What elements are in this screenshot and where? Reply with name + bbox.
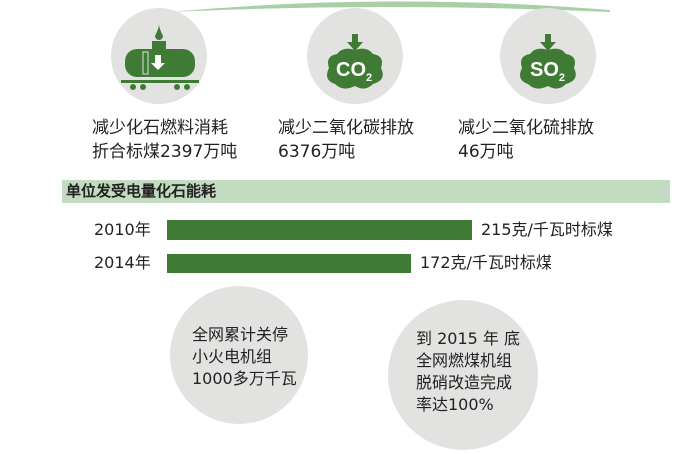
so2-cloud-icon [520,34,576,89]
bar-2010 [167,220,472,240]
fuel-circle [111,8,207,104]
so2-stat: 减少二氧化硫排放 46万吨 [458,118,594,162]
subscript: 2 [558,72,566,84]
so2-circle: SO2 [500,8,596,104]
top-arc-decoration [170,1,610,12]
value-label-2010: 215克/千瓦时标煤 [481,220,613,239]
category-label-2014: 2014年 [94,253,151,272]
so2-text: SO [530,59,559,81]
bar-2014 [167,254,411,273]
co2-circle: CO2 [307,8,403,104]
co2-cloud-icon [327,34,383,89]
bubble-shutdown: 全网累计关停 小火电机组 1000多万千瓦 [170,286,308,424]
bubble-text: 全网累计关停 小火电机组 1000多万千瓦 [192,325,297,388]
bubble-text: 到 2015 年 底全网燃煤机组 脱硝改造完成 率达100% [416,329,520,414]
chart-title: 单位发受电量化石能耗 [62,180,670,203]
subscript: 2 [366,72,373,84]
value-label-2014: 172克/千瓦时标煤 [420,253,552,272]
oil-tank-car-icon [121,24,199,90]
bubble-denitrification: 到 2015 年 底全网燃煤机组 脱硝改造完成 率达100% [388,300,538,450]
co2-text: CO [336,59,366,81]
fuel-stat: 减少化石燃料消耗 折合标煤2397万吨 [92,118,238,162]
category-label-2010: 2010年 [94,220,151,239]
co2-stat: 减少二氧化碳排放 6376万吨 [278,118,414,162]
